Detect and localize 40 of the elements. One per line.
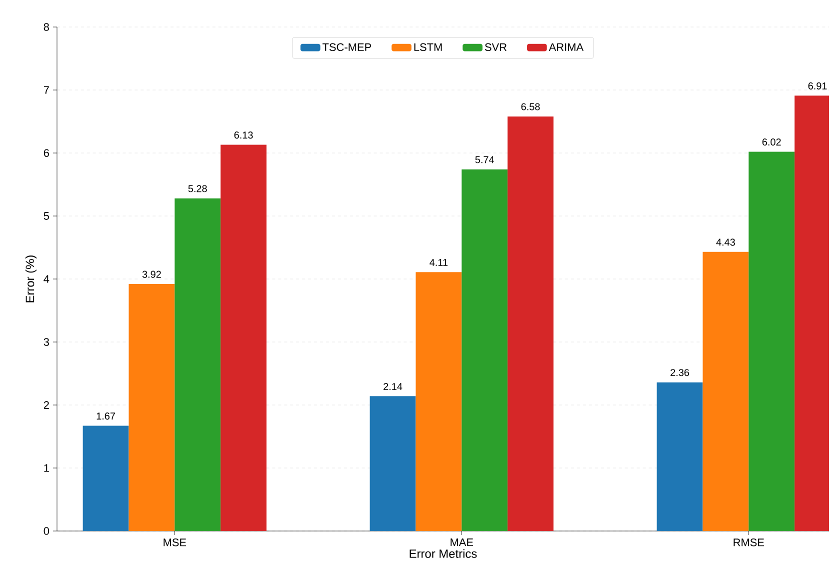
bar <box>462 169 508 531</box>
data-label: 6.02 <box>762 138 781 146</box>
x-tick-label: RMSE <box>734 538 764 546</box>
bar <box>656 382 703 531</box>
data-label: 4.11 <box>430 259 448 266</box>
data-label: 2.14 <box>384 383 402 390</box>
bar <box>128 284 175 531</box>
y-tick-label: 0 <box>44 527 50 535</box>
y-tick-label: 8 <box>44 23 49 31</box>
bar <box>82 426 129 531</box>
bar <box>174 198 221 531</box>
x-tick-label: MAE <box>450 538 474 546</box>
legend-label: LSTM <box>414 43 442 52</box>
x-tick-label: MSE <box>164 538 186 546</box>
legend-label: ARIMA <box>548 43 584 51</box>
legend-label: SVR <box>484 43 507 52</box>
y-tick-label: 1 <box>44 464 49 472</box>
y-axis-title: Error (%) <box>25 256 37 302</box>
y-tick-label: 2 <box>44 401 49 409</box>
y-tick-label: 7 <box>44 86 49 94</box>
data-label: 4.43 <box>716 238 735 246</box>
data-label: 6.13 <box>234 132 253 139</box>
bar <box>508 116 554 531</box>
legend-label: TSC-MEP <box>322 43 372 52</box>
data-label: 2.36 <box>670 369 690 376</box>
data-label: 1.67 <box>96 412 115 420</box>
data-label: 5.28 <box>188 185 207 192</box>
y-tick-label: 4 <box>44 275 50 283</box>
y-tick-label: 3 <box>44 338 49 346</box>
data-label: 5.74 <box>475 156 494 164</box>
y-tick-label: 5 <box>44 212 50 220</box>
data-label: 3.92 <box>142 270 161 278</box>
bar <box>416 272 462 531</box>
y-tick-label: 6 <box>44 149 49 157</box>
x-axis-title: Error Metrics <box>410 549 477 558</box>
bar <box>370 396 416 531</box>
data-label: 6.58 <box>521 103 540 110</box>
data-label: 6.91 <box>808 82 827 90</box>
bar <box>702 252 749 531</box>
bar <box>220 144 267 531</box>
